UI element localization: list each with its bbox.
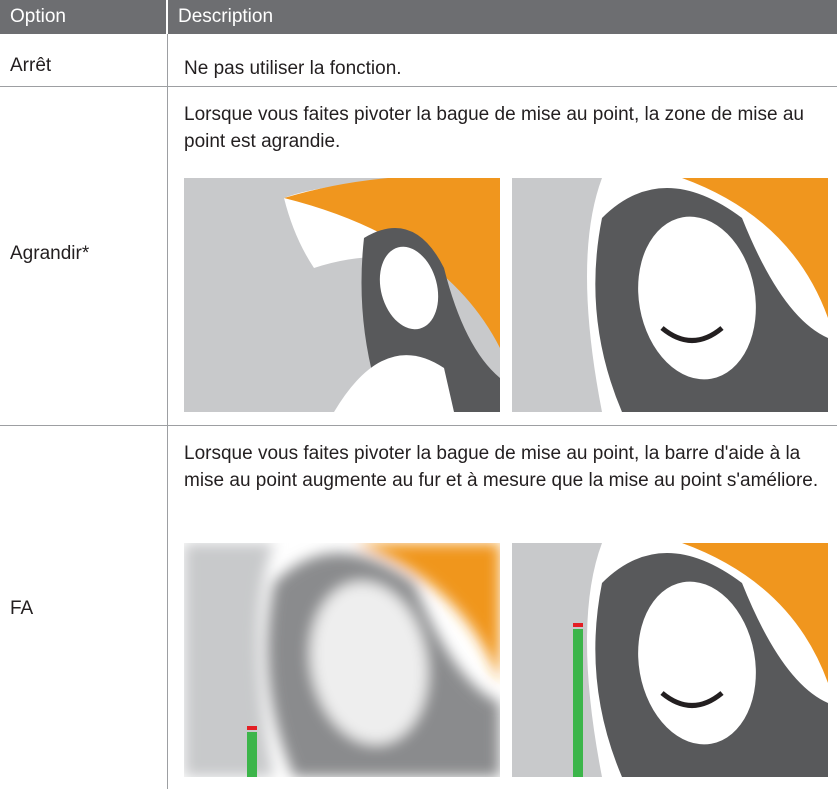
illustration (184, 178, 500, 412)
header-cell: Option (0, 0, 166, 34)
option: Arrêt (10, 55, 52, 76)
description: Lorsque vous faites pivoter la bague de … (184, 443, 819, 491)
description: Ne pas utiliser la fonction. (184, 58, 402, 79)
illustration (512, 543, 828, 777)
option: Agrandir* (10, 243, 90, 264)
illustration (512, 178, 828, 412)
header-cell: Description (168, 0, 837, 34)
column-divider (167, 34, 168, 789)
description: Lorsque vous faites pivoter la bague de … (184, 104, 804, 152)
row-divider (0, 425, 837, 426)
option: FA (10, 598, 34, 619)
row-divider (0, 86, 837, 87)
illustration (184, 543, 500, 777)
